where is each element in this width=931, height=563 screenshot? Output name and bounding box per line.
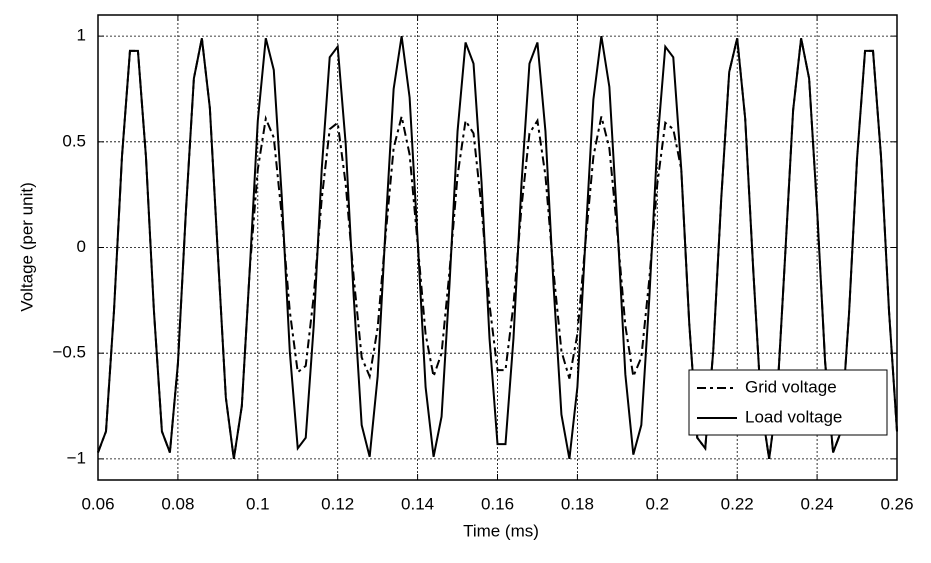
y-axis-label: Voltage (per unit) [17,182,36,311]
y-tick-label: 0 [77,237,86,256]
legend-box [688,369,888,436]
x-axis-label: Time (ms) [463,521,539,540]
x-tick-label: 0.12 [321,494,354,513]
y-tick-label: −1 [67,448,86,467]
y-tick-label: −0.5 [52,343,86,362]
x-tick-label: 0.22 [721,494,754,513]
y-tick-label: 1 [77,26,86,45]
x-tick-label: 0.06 [81,494,114,513]
x-tick-label: 0.08 [161,494,194,513]
legend-label: Grid voltage [745,377,837,396]
series-line [97,38,898,460]
x-tick-label: 0.16 [481,494,514,513]
x-tick-label: 0.1 [246,494,270,513]
x-tick-label: 0.26 [880,494,913,513]
x-tick-label: 0.14 [401,494,434,513]
x-tick-label: 0.24 [801,494,834,513]
x-tick-label: 0.2 [645,494,669,513]
y-tick-label: 0.5 [62,131,86,150]
legend-label: Load voltage [745,407,842,426]
x-tick-label: 0.18 [561,494,594,513]
plot-frame [97,14,898,481]
